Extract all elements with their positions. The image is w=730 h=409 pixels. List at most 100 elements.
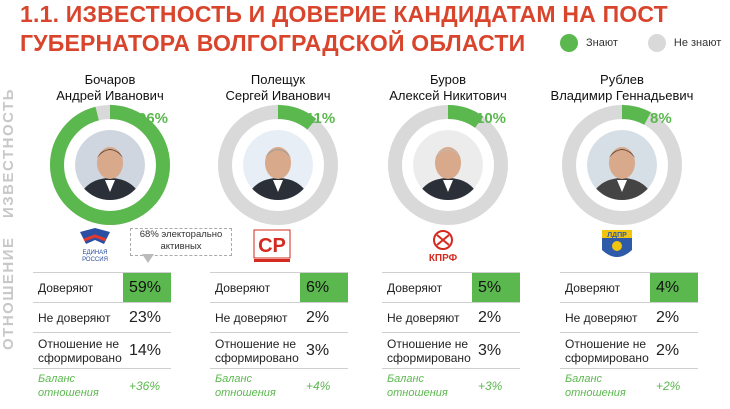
trust-row-value: 5% (472, 272, 520, 303)
distrust-row-label: Не доверяют (210, 302, 300, 333)
distrust-row-value: 23% (123, 302, 171, 333)
party-logo-box: ЕДИНАЯ РОССИЯ (70, 226, 120, 271)
attitude-table: Доверяют 59% Не доверяют 23% Отношение не сф… (33, 272, 171, 402)
distrust-row-label: Не доверяют (560, 302, 650, 333)
awareness-percent-label: 10% (476, 110, 507, 127)
distrust-row: Не доверяют 2% (382, 302, 520, 333)
legend-know-label: Знают (586, 37, 618, 49)
distrust-row: Не доверяют 23% (33, 302, 171, 333)
trust-row-value: 6% (300, 272, 348, 303)
undecided-row-value: 3% (300, 332, 348, 369)
title-line-1: 1.1. ИЗВЕСТНОСТЬ И ДОВЕРИЕ КАНДИДАТАМ НА… (20, 1, 668, 27)
slice-know (562, 105, 682, 225)
legend-know-swatch (560, 34, 578, 52)
undecided-row: Отношение не сформировано 3% (210, 332, 348, 369)
page-title: 1.1. ИЗВЕСТНОСТЬ И ДОВЕРИЕ КАНДИДАТАМ НА… (20, 0, 668, 58)
candidate-name: Полещук Сергей Иванович (198, 72, 358, 104)
svg-text:ЛДПР: ЛДПР (607, 232, 627, 239)
attitude-table: Доверяют 4% Не доверяют 2% Отношение не сфор… (560, 272, 698, 402)
slice-know (218, 105, 338, 225)
balance-row: Баланс отношения +36% (33, 369, 171, 403)
candidate-given-names: Сергей Иванович (225, 88, 331, 103)
awareness-donut (50, 105, 170, 225)
distrust-row-value: 2% (300, 302, 348, 333)
balance-row-label: Баланс отношения (215, 372, 276, 399)
balance-row-value: +36% (129, 378, 161, 393)
attitude-table: Доверяют 5% Не доверяют 2% Отношение не сфор… (382, 272, 520, 402)
undecided-row: Отношение не сформировано 3% (382, 332, 520, 369)
svg-text:ЕДИНАЯ: ЕДИНАЯ (82, 250, 107, 256)
trust-row-value: 59% (123, 272, 171, 303)
svg-text:РОССИЯ: РОССИЯ (82, 257, 108, 263)
candidate-given-names: Андрей Иванович (56, 88, 164, 103)
slice-know (50, 105, 170, 225)
legend-dont-know-swatch (647, 34, 666, 52)
undecided-row-value: 3% (472, 332, 520, 369)
party-logo: КПРФ (429, 230, 458, 264)
awareness-donut (388, 105, 508, 225)
candidate-name: Рублев Владимир Геннадьевич (542, 72, 702, 104)
balance-row: Баланс отношения +3% (382, 369, 520, 403)
candidate-surname: Буров (430, 72, 466, 87)
distrust-row-value: 2% (472, 302, 520, 333)
candidate-surname: Рублев (600, 72, 644, 87)
callout-tail (142, 254, 154, 263)
trust-row-label: Доверяют (210, 272, 300, 303)
undecided-row-label: Отношение не сформировано (33, 332, 123, 369)
trust-row: Доверяют 5% (382, 272, 520, 303)
trust-row: Доверяют 4% (560, 272, 698, 303)
undecided-row: Отношение не сформировано 2% (560, 332, 698, 369)
candidate-name: Бочаров Андрей Иванович (30, 72, 190, 104)
candidate-given-names: Владимир Геннадьевич (550, 88, 694, 103)
awareness-donut (562, 105, 682, 225)
candidate-photo (587, 130, 657, 200)
balance-row: Баланс отношения +4% (210, 369, 348, 403)
balance-row-value: +3% (478, 378, 503, 393)
candidate-surname: Бочаров (84, 72, 136, 87)
trust-row-label: Доверяют (33, 272, 123, 303)
trust-row-value: 4% (650, 272, 698, 303)
trust-row-label: Доверяют (560, 272, 650, 303)
svg-text:СР: СР (258, 235, 286, 257)
balance-row-label: Баланс отношения (565, 372, 626, 399)
svg-text:КПРФ: КПРФ (429, 253, 458, 264)
trust-row: Доверяют 59% (33, 272, 171, 303)
balance-row-value: +4% (306, 378, 331, 393)
balance-row-label: Баланс отношения (38, 372, 99, 399)
candidate-photo (413, 130, 483, 200)
awareness-donut (218, 105, 338, 225)
side-label-fame: ИЗВЕСТНОСТЬ (0, 87, 17, 218)
legend-dont-know-label: Не знают (673, 37, 722, 49)
title-line-2: ГУБЕРНАТОРА ВОЛГОГРАДСКОЙ ОБЛАСТИ (20, 30, 526, 56)
balance-row-label: Баланс отношения (387, 372, 448, 399)
candidate-name: Буров Алексей Никитович (368, 72, 528, 104)
party-logo-box: СР (248, 226, 298, 271)
party-logo: СР (253, 229, 291, 262)
awareness-percent-label: 8% (650, 110, 672, 127)
trust-row-label: Доверяют (382, 272, 472, 303)
undecided-row-label: Отношение не сформировано (210, 332, 300, 369)
undecided-row-label: Отношение не сформировано (560, 332, 650, 369)
undecided-row-value: 2% (650, 332, 698, 369)
awareness-percent-label: 11% (306, 110, 336, 127)
side-label-attitude: ОТНОШЕНИЕ (0, 236, 17, 350)
distrust-row-label: Не доверяют (33, 302, 123, 333)
undecided-row-value: 14% (123, 332, 171, 369)
legend: Знают Не знают (560, 34, 721, 52)
candidate-photo (243, 130, 313, 200)
balance-row: Баланс отношения +2% (560, 369, 698, 403)
undecided-row: Отношение не сформировано 14% (33, 332, 171, 369)
distrust-row: Не доверяют 2% (210, 302, 348, 333)
trust-row: Доверяют 6% (210, 272, 348, 303)
attitude-table: Доверяют 6% Не доверяют 2% Отношение не сфор… (210, 272, 348, 402)
party-logo-box: ЛДПР (592, 226, 642, 271)
candidate-photo (75, 130, 145, 200)
distrust-row: Не доверяют 2% (560, 302, 698, 333)
party-logo: ЛДПР (602, 230, 632, 257)
callout-note: 68% электорально активных (130, 228, 232, 256)
distrust-row-value: 2% (650, 302, 698, 333)
slice-know (388, 105, 508, 225)
undecided-row-label: Отношение не сформировано (382, 332, 472, 369)
balance-row-value: +2% (656, 378, 681, 393)
